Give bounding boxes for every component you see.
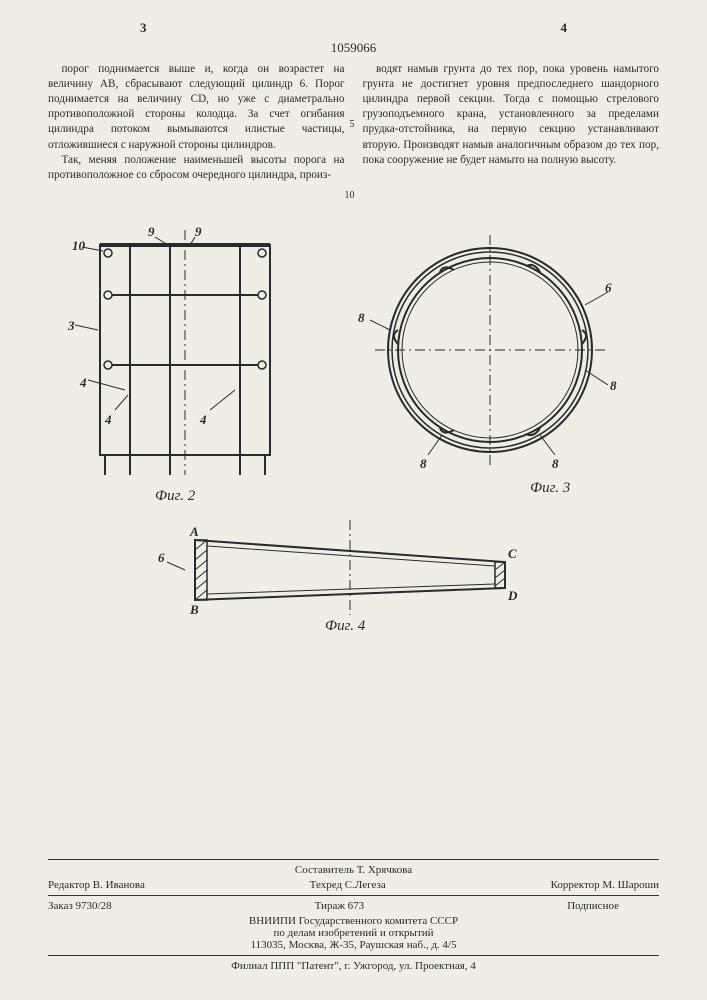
fig4-label: Фиг. 4 (325, 618, 365, 635)
tech-editor: Техред С.Легеза (310, 879, 386, 891)
branch: Филиал ППП "Патент", г. Ужгород, ул. Про… (48, 960, 659, 972)
fig3-label: Фиг. 3 (530, 480, 570, 497)
fig2-callout-9a: 9 (148, 224, 155, 240)
fig2-callout-9b: 9 (195, 224, 202, 240)
left-column: порог поднимается выше и, когда он возра… (48, 62, 345, 183)
page-left: 3 (140, 20, 147, 36)
fig3-callout-8a: 8 (358, 310, 365, 326)
fig3-callout-8c: 8 (420, 456, 427, 472)
left-para-1: порог поднимается выше и, когда он возра… (48, 62, 345, 153)
fig4-callout-B: B (190, 602, 199, 618)
org2: по делам изобретений и открытий (48, 927, 659, 939)
fig2-callout-3: 3 (68, 318, 75, 334)
corrector: Корректор М. Шароши (551, 879, 659, 891)
addr: 113035, Москва, Ж-35, Раушская наб., д. … (48, 939, 659, 951)
fig4-callout-C: C (508, 546, 517, 562)
circulation: Тираж 673 (315, 900, 365, 912)
doc-number: 1059066 (0, 40, 707, 56)
figures-area: 10 3 4 4 4 9 9 Фиг. 2 8 6 8 8 8 Фиг. 3 6… (0, 220, 707, 690)
line-number-10: 10 (345, 189, 355, 203)
body-text: порог поднимается выше и, когда он возра… (0, 62, 707, 183)
subscription: Подписное (567, 900, 619, 912)
right-column: водят намыв грунта до тех пор, пока уров… (363, 62, 660, 183)
fig3-callout-6: 6 (605, 280, 612, 296)
fig2-label: Фиг. 2 (155, 488, 195, 505)
fig4-callout-A: A (190, 524, 199, 540)
page-numbers: 3 4 (0, 20, 707, 36)
compiler: Составитель Т. Хрячкова (48, 864, 659, 876)
fig2-callout-4b: 4 (105, 412, 112, 428)
fig4-callout-D: D (508, 588, 517, 604)
right-para: водят намыв грунта до тех пор, пока уров… (363, 62, 660, 168)
fig3-callout-8d: 8 (552, 456, 559, 472)
fig2-callout-10: 10 (72, 238, 85, 254)
fig3-callout-8b: 8 (610, 378, 617, 394)
footer: Составитель Т. Хрячкова Редактор В. Иван… (48, 855, 659, 972)
editor: Редактор В. Иванова (48, 879, 145, 891)
org1: ВНИИПИ Государственного комитета СССР (48, 915, 659, 927)
fig4-callout-6: 6 (158, 550, 165, 566)
line-number-5: 5 (350, 118, 355, 132)
fig2-callout-4a: 4 (80, 375, 87, 391)
page-right: 4 (561, 20, 568, 36)
fig2-callout-4c: 4 (200, 412, 207, 428)
left-para-2: Так, меняя положение наименьшей высоты п… (48, 153, 345, 183)
order: Заказ 9730/28 (48, 900, 112, 912)
